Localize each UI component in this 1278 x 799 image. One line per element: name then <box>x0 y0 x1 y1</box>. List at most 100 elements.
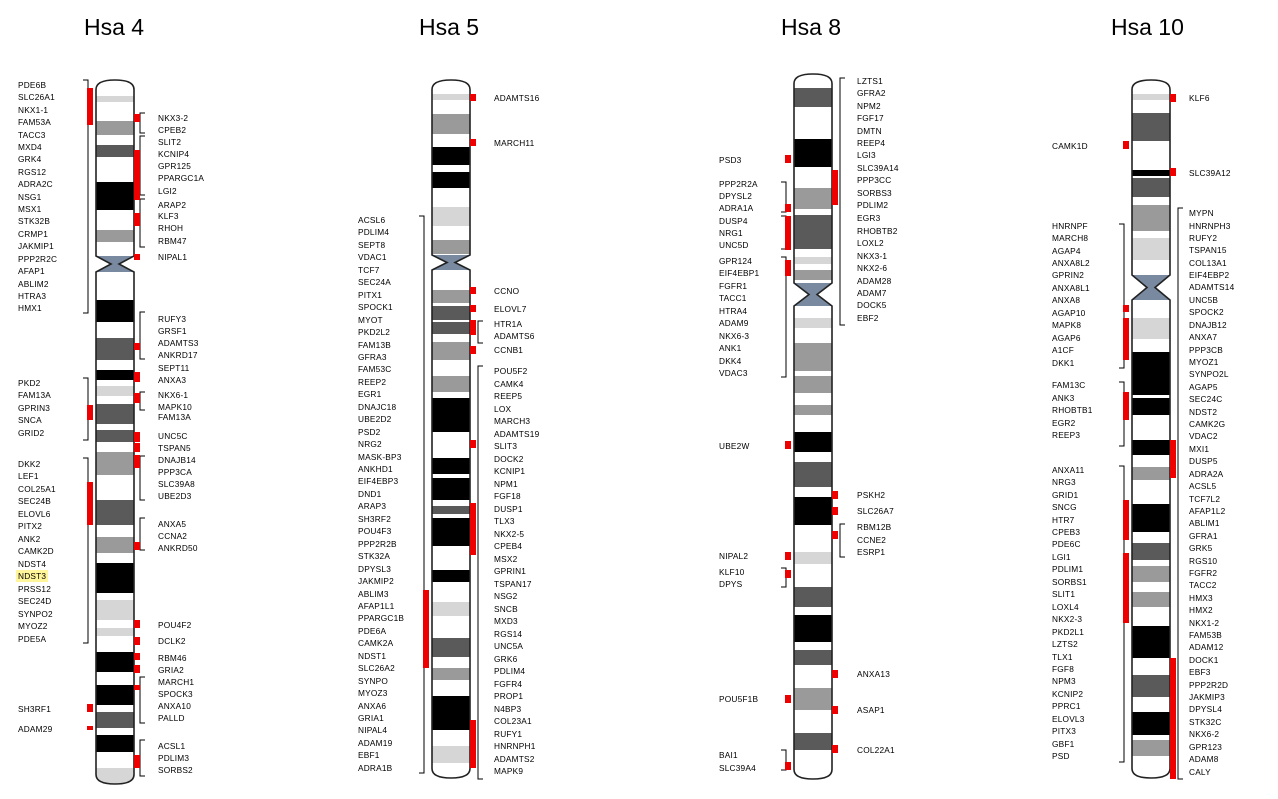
gene-label-left: ANXA8 <box>1052 295 1081 305</box>
gene-label-left: GRIA1 <box>358 713 384 723</box>
gene-label-left: MASK-BP3 <box>358 451 402 462</box>
locus-marker <box>785 762 791 770</box>
gene-label-right: RBM47 <box>158 236 187 246</box>
gene-label-left: AGAP6 <box>1052 333 1081 343</box>
centromere <box>432 255 470 270</box>
chromosome-outline-hsa5 <box>431 79 471 779</box>
gene-label-left: COL25A1 <box>18 484 56 494</box>
chromosome-band <box>1132 178 1170 197</box>
chromosome-band <box>1132 675 1170 697</box>
gene-label-left: FAM13A <box>18 390 52 400</box>
gene-label-right: GRK5 <box>1189 543 1213 553</box>
locus-marker <box>470 320 476 328</box>
gene-label-left: UNC5D <box>719 240 749 250</box>
gene-label-right: TLX3 <box>494 516 515 526</box>
gene-group-bracket <box>839 523 845 558</box>
gene-label-left: NDST3 <box>16 570 49 582</box>
gene-label-left: JAKMIP2 <box>358 576 394 587</box>
gene-label-left: ARAP3 <box>358 501 387 512</box>
gene-group-bracket <box>139 135 145 196</box>
gene-label-left: LOXL4 <box>1052 602 1079 612</box>
gene-label-right: NSG2 <box>494 591 518 601</box>
gene-label-left: PKD2 <box>18 378 41 388</box>
gene-label-right: NIPAL1 <box>158 252 188 262</box>
gene-label-left: PPP2R2C <box>18 254 58 264</box>
gene-label-right: NKX3-1 <box>857 251 888 261</box>
gene-label-left: ADRA2C <box>18 179 53 189</box>
gene-label-left: ELOVL6 <box>18 509 51 519</box>
gene-label-right: EBF3 <box>1189 667 1211 677</box>
chromosome-band <box>96 96 134 102</box>
gene-label-left: PDE6A <box>358 625 387 636</box>
locus-marker <box>832 531 838 539</box>
gene-label-right: EGR3 <box>857 213 881 223</box>
chromosome-band <box>432 290 470 303</box>
locus-marker <box>87 482 93 525</box>
gene-label-left: PSD3 <box>719 155 742 165</box>
gene-label-left: ANXA8L1 <box>1052 283 1090 293</box>
gene-label-left: MYOZ3 <box>358 688 388 699</box>
gene-label-left: JAKMIP1 <box>18 241 54 251</box>
chromosome-band <box>794 257 832 264</box>
gene-label-right: RUFY1 <box>494 729 523 739</box>
gene-label-right: NKX2-6 <box>857 263 888 273</box>
chromosome-band <box>96 452 134 475</box>
chromosome-band <box>96 338 134 360</box>
gene-label-right: ANXA3 <box>158 375 187 385</box>
chromosome-band <box>794 343 832 371</box>
gene-label-right: MAPK10 <box>158 402 192 412</box>
locus-marker <box>134 455 140 468</box>
gene-label-left: POU5F1B <box>719 694 759 704</box>
gene-label-left: AGAP10 <box>1052 308 1086 318</box>
gene-label-right: CCNE2 <box>857 535 887 545</box>
chromosome-title-hsa4: Hsa 4 <box>84 14 145 40</box>
gene-label-right: DOCK5 <box>857 300 887 310</box>
gene-label-left: REEP3 <box>1052 430 1081 440</box>
chromosome-band <box>96 628 134 636</box>
gene-label-right: GRK6 <box>494 654 518 664</box>
chromosome-body-hsa8 <box>794 74 832 779</box>
gene-label-left: ANXA11 <box>1052 465 1085 475</box>
gene-label-right: CPEB4 <box>494 541 523 551</box>
gene-label-right: ADAMTS3 <box>158 338 199 348</box>
gene-label-right: PPP3CC <box>857 175 892 185</box>
gene-label-left: ANK3 <box>1052 393 1075 403</box>
gene-label-right: HMX3 <box>1189 593 1213 603</box>
locus-marker <box>785 260 791 276</box>
gene-label-right: LGI3 <box>857 150 876 160</box>
gene-label-left: SH3RF1 <box>18 704 52 714</box>
gene-label-left: CAMK2A <box>358 638 394 649</box>
gene-label-left: DKK4 <box>719 356 742 366</box>
chromosome-band <box>794 88 832 107</box>
gene-label-left: EIF4EBP1 <box>719 268 760 278</box>
gene-label-left: SH3RF2 <box>358 513 392 524</box>
chromosome-band <box>1132 238 1170 260</box>
chromosome-band <box>96 145 134 157</box>
chromosome-band <box>794 587 832 607</box>
gene-label-left: NPM3 <box>1052 676 1076 686</box>
gene-label-left: PITX1 <box>358 289 383 300</box>
gene-label-right: NPM1 <box>494 479 518 489</box>
gene-label-left: BAI1 <box>719 750 738 760</box>
gene-label-right: RBM12B <box>857 522 892 532</box>
gene-label-right: JAKMIP3 <box>1189 692 1225 702</box>
gene-label-right: ADAM8 <box>1189 754 1219 764</box>
chromosome-band <box>432 94 470 100</box>
locus-marker <box>134 150 140 200</box>
locus-marker <box>1123 305 1129 312</box>
locus-marker <box>134 393 140 403</box>
locus-marker <box>1123 553 1129 623</box>
locus-marker <box>832 745 838 753</box>
locus-marker <box>87 704 93 712</box>
gene-label-right: ESRP1 <box>857 547 886 557</box>
gene-label-left: GPRIN2 <box>1052 270 1085 280</box>
gene-group-bracket <box>1177 207 1183 780</box>
chromosome-band <box>432 602 470 616</box>
chromosome-band <box>432 746 470 763</box>
gene-label-right: LGI2 <box>158 186 177 196</box>
gene-label-left: ELOVL3 <box>1052 714 1085 724</box>
gene-label-left: GFRA3 <box>358 351 387 362</box>
gene-label-left: NRG3 <box>1052 477 1076 487</box>
locus-marker <box>134 685 140 690</box>
gene-label-left: EBF1 <box>358 750 380 761</box>
